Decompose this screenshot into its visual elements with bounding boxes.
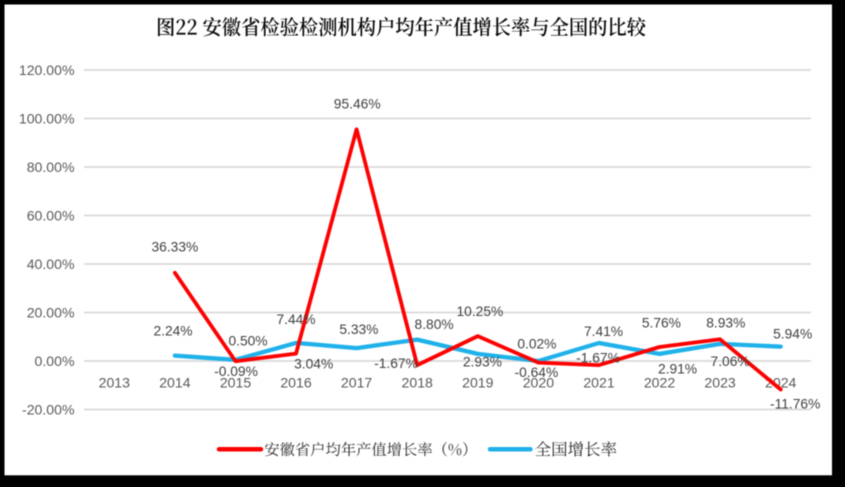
svg-text:2014: 2014: [159, 375, 191, 391]
svg-text:2022: 2022: [644, 375, 676, 391]
svg-text:5.76%: 5.76%: [642, 316, 681, 331]
svg-text:0.00%: 0.00%: [35, 353, 75, 369]
svg-text:-20.00%: -20.00%: [22, 402, 75, 418]
svg-text:95.46%: 95.46%: [334, 96, 381, 111]
svg-text:2015: 2015: [220, 375, 252, 391]
svg-text:36.33%: 36.33%: [152, 239, 199, 254]
svg-text:2.91%: 2.91%: [658, 362, 697, 377]
svg-text:120.00%: 120.00%: [19, 62, 75, 78]
svg-text:0.02%: 0.02%: [517, 336, 556, 351]
svg-text:2019: 2019: [462, 375, 494, 391]
svg-text:7.44%: 7.44%: [276, 312, 315, 327]
svg-text:-1.67%: -1.67%: [374, 356, 418, 371]
svg-text:20.00%: 20.00%: [27, 305, 75, 321]
svg-text:0.50%: 0.50%: [228, 333, 267, 348]
svg-text:3.04%: 3.04%: [294, 356, 333, 371]
svg-text:7.41%: 7.41%: [584, 324, 623, 339]
svg-text:2024: 2024: [765, 375, 797, 391]
svg-text:-0.09%: -0.09%: [214, 364, 258, 379]
svg-text:2016: 2016: [280, 375, 312, 391]
svg-text:2017: 2017: [341, 375, 373, 391]
svg-text:100.00%: 100.00%: [19, 111, 75, 127]
svg-text:-11.76%: -11.76%: [770, 397, 820, 412]
svg-text:2021: 2021: [583, 375, 615, 391]
svg-text:2.24%: 2.24%: [153, 324, 192, 339]
svg-text:40.00%: 40.00%: [27, 256, 75, 272]
svg-text:-1.67%: -1.67%: [576, 350, 620, 365]
svg-text:2020: 2020: [523, 375, 555, 391]
svg-text:2.93%: 2.93%: [463, 354, 502, 369]
svg-text:-0.64%: -0.64%: [515, 365, 559, 380]
svg-text:60.00%: 60.00%: [27, 208, 75, 224]
svg-text:5.94%: 5.94%: [773, 326, 812, 341]
svg-text:7.06%: 7.06%: [711, 354, 750, 369]
svg-text:80.00%: 80.00%: [27, 159, 75, 175]
svg-text:2018: 2018: [402, 375, 434, 391]
svg-text:2013: 2013: [99, 375, 131, 391]
svg-text:8.80%: 8.80%: [415, 317, 454, 332]
svg-text:5.33%: 5.33%: [339, 322, 378, 337]
svg-text:8.93%: 8.93%: [706, 316, 745, 331]
svg-text:10.25%: 10.25%: [457, 304, 504, 319]
svg-text:2023: 2023: [704, 375, 736, 391]
